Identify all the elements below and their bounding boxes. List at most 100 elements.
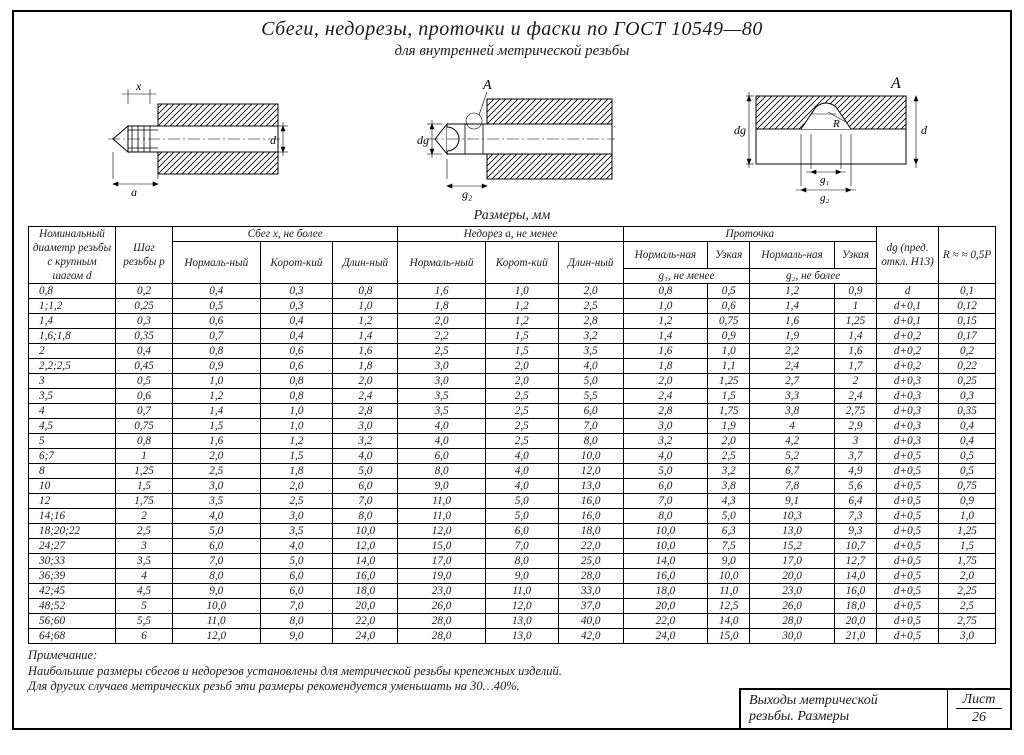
table-cell: 1,5 bbox=[116, 479, 173, 494]
table-cell: d+0,3 bbox=[877, 374, 939, 389]
svg-text:dg: dg bbox=[417, 133, 429, 147]
table-cell: 1,5 bbox=[708, 389, 750, 404]
svg-text:dg: dg bbox=[734, 123, 746, 137]
table-cell: 12,0 bbox=[333, 539, 398, 554]
table-cell: 10,0 bbox=[558, 449, 623, 464]
table-cell: 28,0 bbox=[558, 569, 623, 584]
table-cell: 2 bbox=[834, 374, 876, 389]
table-cell: d+0,2 bbox=[877, 344, 939, 359]
table-cell: 16,0 bbox=[623, 569, 708, 584]
table-cell: 1,2 bbox=[333, 314, 398, 329]
table-cell: 13,0 bbox=[750, 524, 835, 539]
table-cell: 1,6 bbox=[834, 344, 876, 359]
table-cell: 8,0 bbox=[485, 554, 558, 569]
table-row: 6;712,01,54,06,04,010,04,02,55,23,7d+0,5… bbox=[29, 449, 996, 464]
table-row: 40,71,41,02,83,52,56,02,81,753,82,75d+0,… bbox=[29, 404, 996, 419]
table-row: 1,40,30,60,41,22,01,22,81,20,751,61,25d+… bbox=[29, 314, 996, 329]
table-cell: 8,0 bbox=[173, 569, 261, 584]
table-cell: 1,75 bbox=[708, 404, 750, 419]
table-cell: 4,0 bbox=[558, 359, 623, 374]
table-cell: 6,4 bbox=[834, 494, 876, 509]
table-cell: 11,0 bbox=[398, 494, 486, 509]
table-cell: 0,2 bbox=[939, 344, 996, 359]
table-cell: 5 bbox=[29, 434, 116, 449]
table-cell: 3,5 bbox=[173, 494, 261, 509]
table-cell: 2,5 bbox=[116, 524, 173, 539]
table-cell: d+0,1 bbox=[877, 299, 939, 314]
table-cell: 8,0 bbox=[398, 464, 486, 479]
table-cell: 3 bbox=[834, 434, 876, 449]
figure-detail-a: A R dg d bbox=[716, 74, 946, 204]
table-cell: 1,5 bbox=[173, 419, 261, 434]
table-cell: d+0,3 bbox=[877, 419, 939, 434]
table-cell: 4,0 bbox=[623, 449, 708, 464]
table-cell: 6;7 bbox=[29, 449, 116, 464]
table-cell: 2,0 bbox=[939, 569, 996, 584]
table-cell: 7,0 bbox=[173, 554, 261, 569]
table-cell: 3,2 bbox=[558, 329, 623, 344]
table-cell: 0,25 bbox=[939, 374, 996, 389]
table-cell: 0,8 bbox=[333, 284, 398, 299]
table-cell: 1,25 bbox=[708, 374, 750, 389]
svg-text:x: x bbox=[135, 79, 142, 93]
table-cell: 10,0 bbox=[708, 569, 750, 584]
table-row: 42;454,59,06,018,023,011,033,018,011,023… bbox=[29, 584, 996, 599]
table-cell: 3,0 bbox=[398, 359, 486, 374]
table-cell: 5 bbox=[116, 599, 173, 614]
table-cell: 5,0 bbox=[623, 464, 708, 479]
table-row: 24;2736,04,012,015,07,022,010,07,515,210… bbox=[29, 539, 996, 554]
table-cell: d+0,5 bbox=[877, 479, 939, 494]
table-cell: 9,1 bbox=[750, 494, 835, 509]
table-cell: 7,3 bbox=[834, 509, 876, 524]
table-cell: 37,0 bbox=[558, 599, 623, 614]
table-cell: 4 bbox=[116, 569, 173, 584]
table-cell: 2,5 bbox=[485, 404, 558, 419]
table-cell: 1,2 bbox=[623, 314, 708, 329]
table-cell: 3,2 bbox=[708, 464, 750, 479]
drawing-frame: Сбеги, недорезы, проточки и фаски по ГОС… bbox=[12, 10, 1012, 730]
sheet-label: Лист bbox=[956, 692, 1002, 708]
table-cell: 42,0 bbox=[558, 629, 623, 644]
table-cell: 6,3 bbox=[708, 524, 750, 539]
table-cell: 0,5 bbox=[708, 284, 750, 299]
table-cell: 3 bbox=[29, 374, 116, 389]
table-cell: 4,0 bbox=[173, 509, 261, 524]
table-cell: 2,4 bbox=[333, 389, 398, 404]
table-cell: d+0,3 bbox=[877, 404, 939, 419]
table-cell: 1,4 bbox=[29, 314, 116, 329]
table-cell: 2,4 bbox=[834, 389, 876, 404]
table-cell: 4,0 bbox=[398, 419, 486, 434]
table-cell: 1 bbox=[834, 299, 876, 314]
table-cell: 6,0 bbox=[485, 524, 558, 539]
table-row: 20,40,80,61,62,51,53,51,61,02,21,6d+0,20… bbox=[29, 344, 996, 359]
table-cell: 2,7 bbox=[750, 374, 835, 389]
table-cell: 2,5 bbox=[398, 344, 486, 359]
svg-text:g₁: g₁ bbox=[820, 174, 830, 186]
table-cell: 0,6 bbox=[260, 344, 333, 359]
table-cell: 1,6 bbox=[173, 434, 261, 449]
table-cell: 2,0 bbox=[398, 314, 486, 329]
table-cell: 6,0 bbox=[173, 539, 261, 554]
table-row: 18;20;222,55,03,510,012,06,018,010,06,31… bbox=[29, 524, 996, 539]
table-cell: 2,8 bbox=[623, 404, 708, 419]
table-cell: 16,0 bbox=[834, 584, 876, 599]
table-cell: 3,5 bbox=[260, 524, 333, 539]
table-cell: 20,0 bbox=[623, 599, 708, 614]
table-cell: 0,8 bbox=[260, 374, 333, 389]
table-cell: 4,9 bbox=[834, 464, 876, 479]
table-cell: 17,0 bbox=[398, 554, 486, 569]
table-cell: 30;33 bbox=[29, 554, 116, 569]
table-cell: 9,0 bbox=[485, 569, 558, 584]
svg-text:a: a bbox=[131, 185, 137, 199]
table-cell: 1,6 bbox=[333, 344, 398, 359]
table-cell: 6,0 bbox=[398, 449, 486, 464]
table-cell: 0,8 bbox=[116, 434, 173, 449]
figure-thread-runout: x a d bbox=[78, 74, 288, 204]
table-cell: 1,8 bbox=[398, 299, 486, 314]
table-cell: 0,5 bbox=[173, 299, 261, 314]
table-cell: 5,0 bbox=[485, 509, 558, 524]
table-cell: 0,3 bbox=[116, 314, 173, 329]
table-cell: 2,4 bbox=[623, 389, 708, 404]
table-cell: 4 bbox=[29, 404, 116, 419]
table-cell: 2,0 bbox=[485, 359, 558, 374]
